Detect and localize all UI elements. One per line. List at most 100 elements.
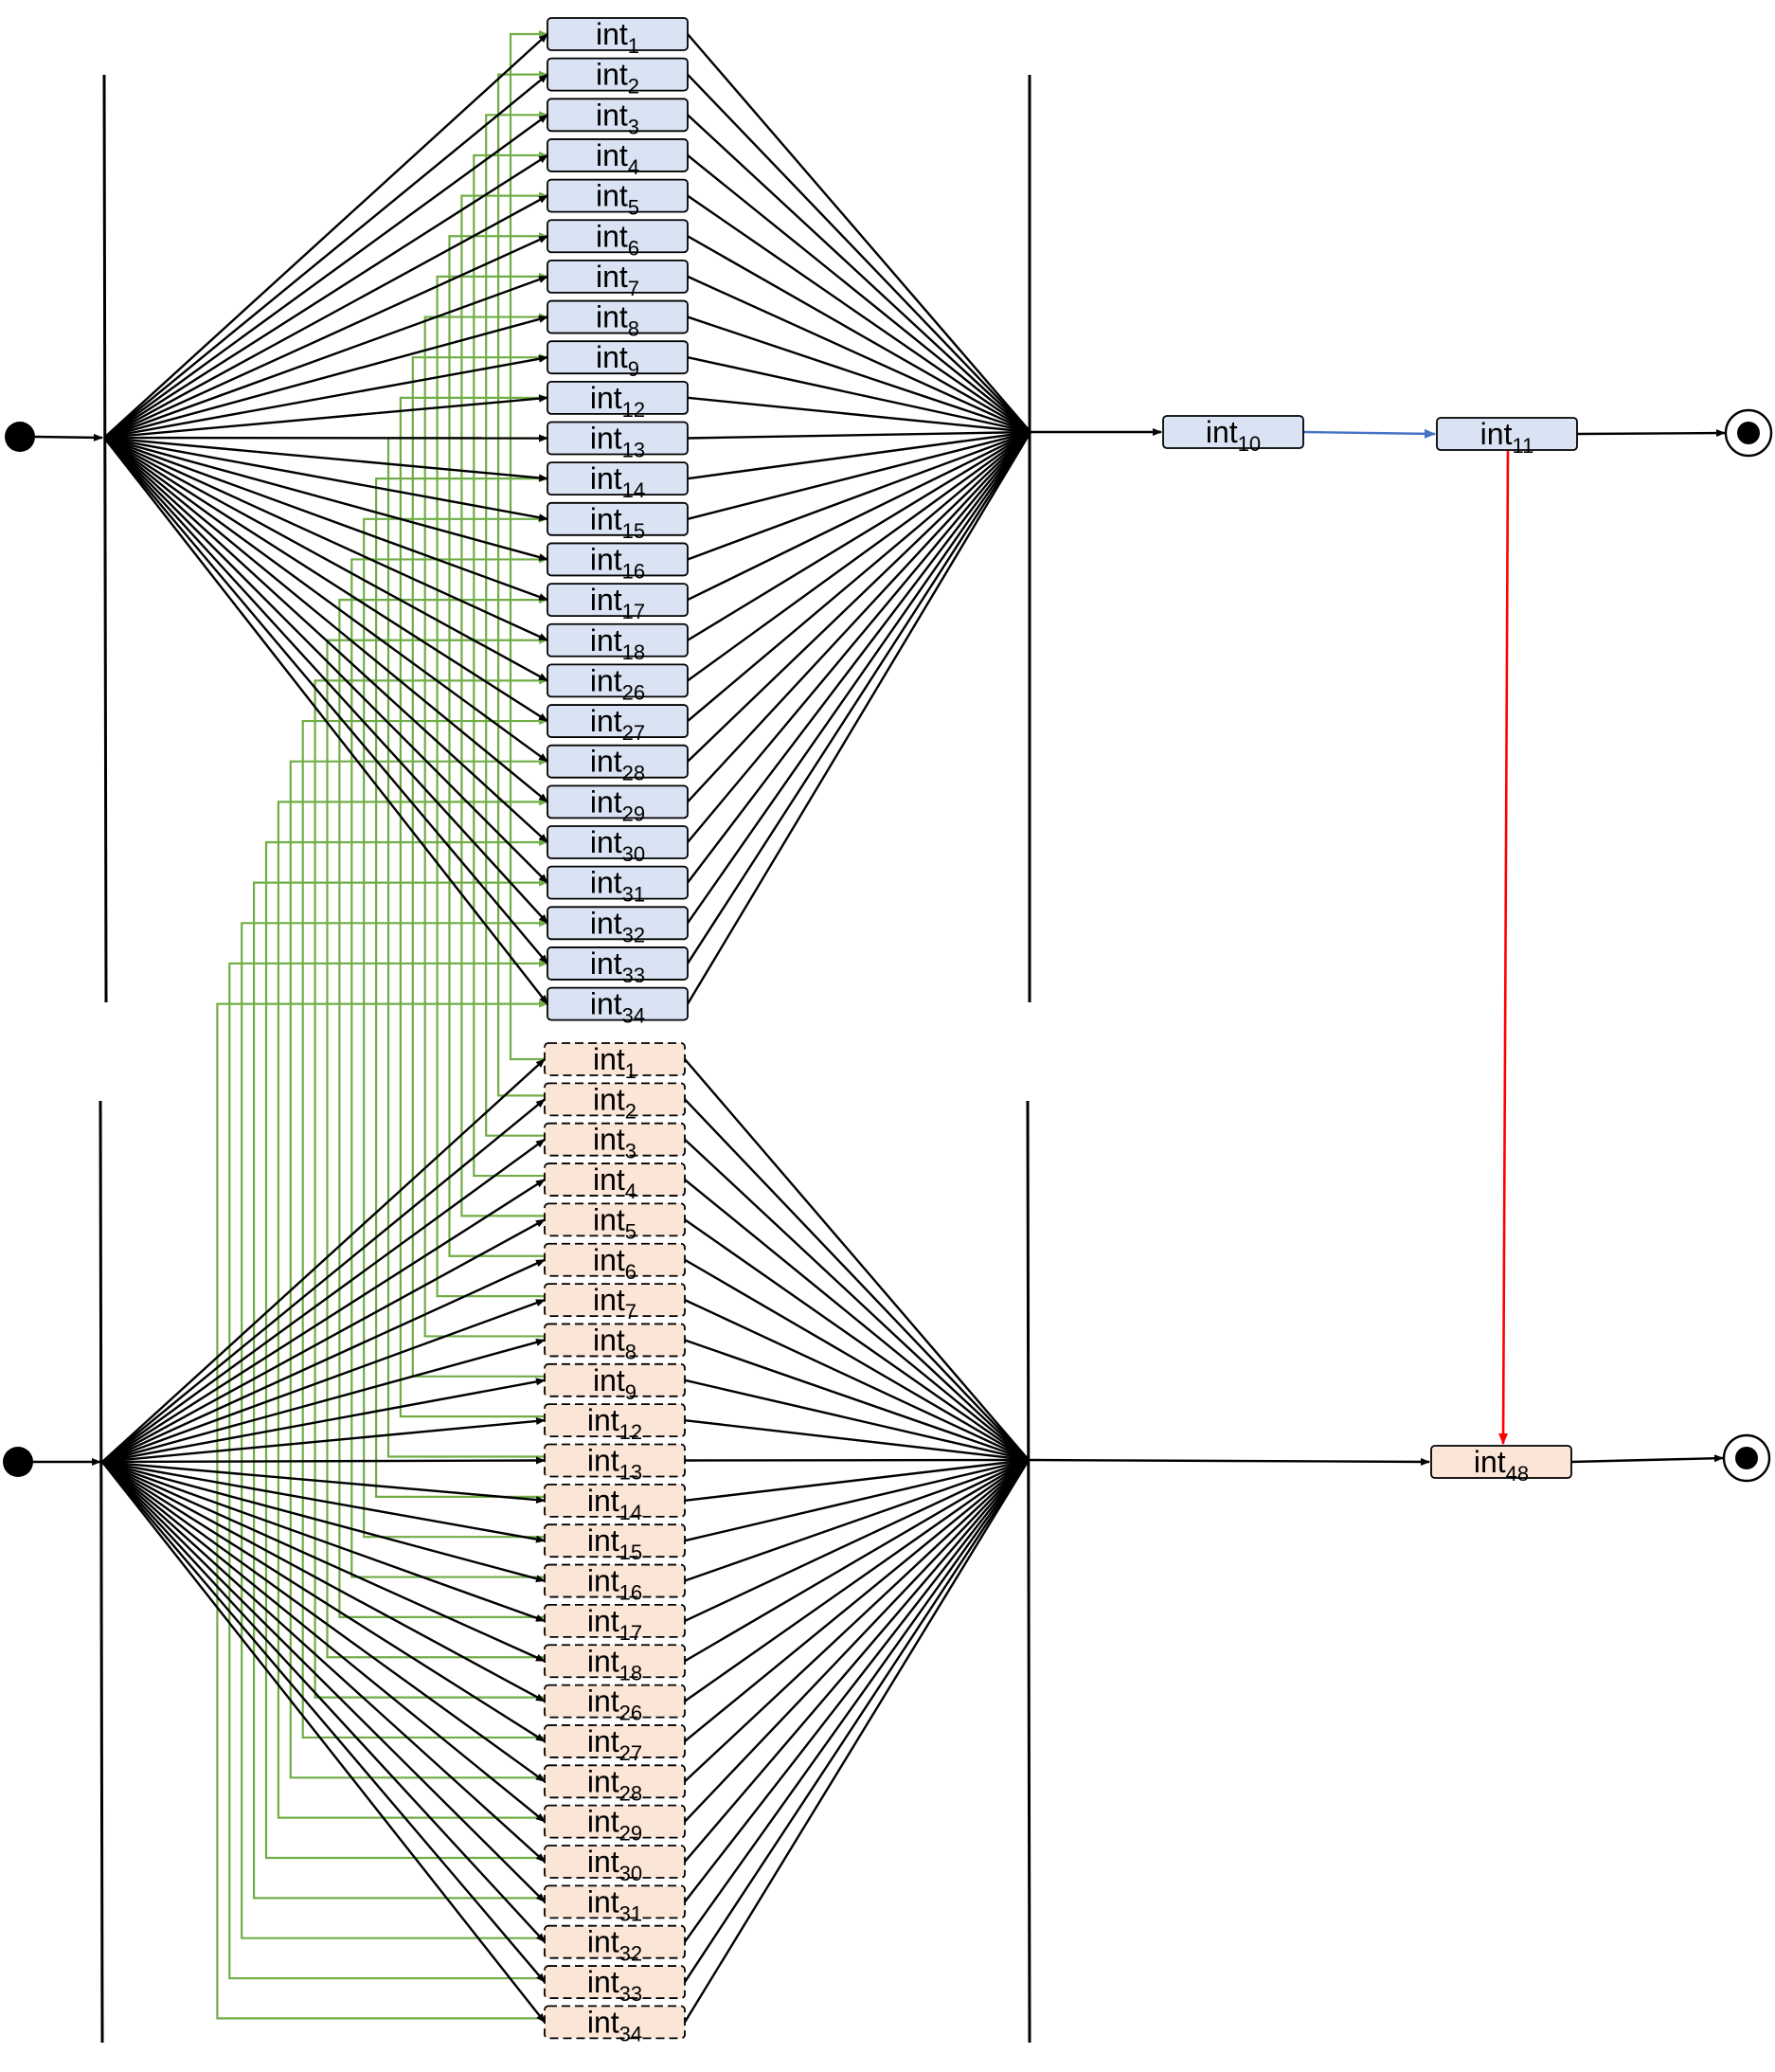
bottom-join-edge [684,1258,1030,1462]
top-activity-node-label-base: int [590,987,622,1021]
bottom-activity-node-label-base: int [593,1162,625,1197]
int10-node: int10 [1162,415,1304,456]
bottom-activity-node: int4 [544,1162,686,1203]
top-start-edge [34,433,103,441]
top-join-edge [687,154,1031,433]
green-link [399,393,548,1418]
top-activity-node-label-subscript: 9 [628,357,639,381]
int48-node-label-base: int [1474,1445,1506,1479]
top-activity-node-label-subscript: 16 [622,559,645,583]
top-activity-node-box [547,744,689,779]
bottom-fork-edge [101,1058,546,1463]
top-join-edge [687,33,1031,433]
top-activity-node-label-subscript: 15 [622,519,645,543]
bottom-join-edge [684,1378,1030,1462]
bottom-activity-node-label-subscript: 32 [619,1942,642,1966]
bottom-activity-node: int8 [544,1323,686,1363]
bottom-activity-node-label: int15 [587,1523,642,1564]
bottom-activity-node-label: int7 [593,1283,636,1324]
int48-node: int48 [1430,1445,1572,1486]
green-link [448,232,548,1257]
top-activity-node-label: int12 [590,381,645,422]
bottom-activity-node: int17 [544,1604,686,1645]
top-activity-node-label-subscript: 29 [622,802,645,825]
top-activity-node-box [547,299,689,334]
bottom-activity-node-label-base: int [587,1444,619,1478]
top-activity-node-label: int17 [590,583,645,623]
bottom-activity-node: int6 [544,1243,686,1284]
top-join-edge [687,235,1031,434]
bottom-activity-node: int12 [544,1403,686,1444]
bottom-activity-node-label-subscript: 17 [619,1621,642,1645]
bottom-activity-node-box [544,1563,686,1598]
top-activity-node: int14 [547,461,689,502]
top-activity-node-label-base: int [596,17,628,51]
bottom-fork-edge [101,1460,546,1543]
green-link [436,272,548,1298]
bottom-activity-node-label-subscript: 9 [625,1380,636,1404]
top-activity-node-box [547,98,689,133]
int10-node-box [1162,415,1304,449]
bottom-activity-node-box [544,1924,686,1959]
top-fork-edge [103,315,548,440]
bottom-join-edge [684,1218,1030,1461]
int11-node-box [1436,417,1578,451]
top-activity-node-label-base: int [590,906,622,940]
int48-to-end-edge [1570,1454,1724,1464]
bottom-fork-edge [101,1460,546,1623]
top-activity-node-box [547,380,689,415]
top-activity-node-label-base: int [596,219,628,253]
top-fork-edge [103,153,548,440]
top-activity-node-box [547,784,689,820]
top-activity-node-label-subscript: 34 [622,1004,645,1028]
bottom-activity-node-label-subscript: 28 [619,1781,642,1805]
bottom-fork-edge [101,1298,546,1464]
top-activity-node-label-subscript: 18 [622,640,645,664]
bottom-activity-node-box [544,1804,686,1839]
top-join-edge [687,430,1031,602]
top-activity-node-label-subscript: 30 [622,842,645,866]
bottom-activity-node: int1 [544,1042,686,1083]
top-join-edge [687,315,1031,434]
top-activity-node-label-subscript: 2 [628,75,639,99]
bottom-activity-node-label-base: int [593,1202,625,1236]
int11-to-int48-link [1498,449,1510,1445]
bottom-activity-node: int16 [544,1563,686,1605]
bottom-join-edge [684,1458,1030,1542]
top-activity-node-label: int6 [596,219,639,260]
bottom-activity-node-box [544,1162,686,1197]
bottom-activity-node-label-base: int [587,1403,619,1437]
bottom-activity-node-label-base: int [593,1082,625,1116]
bottom-activity-node-label-base: int [587,1564,619,1598]
top-activity-node-label-base: int [590,866,622,900]
bottom-join-edge [684,1458,1030,1663]
bottom-fork-edge [101,1460,546,1504]
bottom-fork-edge [101,1461,546,1823]
top-join-edge [687,431,1031,924]
bottom-activity-node: int34 [544,2005,686,2045]
bottom-activity-node-box [544,1483,686,1518]
top-activity-node-label-subscript: 14 [622,478,645,502]
bottom-activity-node-label-base: int [593,1123,625,1157]
top-activity-node-label-subscript: 1 [628,34,639,58]
bottom-activity-node-label: int1 [593,1042,636,1083]
top-activity-node-box [547,340,689,375]
top-activity-node-label: int18 [590,623,645,664]
bottom-activity-node: int26 [544,1685,686,1725]
top-activity-node-label-base: int [596,179,628,213]
top-fork-edge [103,437,548,803]
bottom-activity-node-label-subscript: 26 [619,1702,642,1725]
top-join-edge [687,431,1031,682]
top-activity-node-label: int16 [590,542,645,583]
bottom-activity-node-label: int33 [587,1965,642,2006]
top-activity-node: int31 [547,866,689,907]
bottom-activity-node-label-subscript: 27 [619,1741,642,1765]
top-activity-node-label-subscript: 26 [622,680,645,704]
green-link [411,353,548,1378]
green-link [509,30,548,1061]
top-activity-node: int3 [547,98,689,138]
top-join-edge [687,430,1031,561]
top-activity-node: int6 [547,219,689,260]
green-link [363,514,548,1539]
top-activity-node-label-subscript: 4 [628,155,639,179]
